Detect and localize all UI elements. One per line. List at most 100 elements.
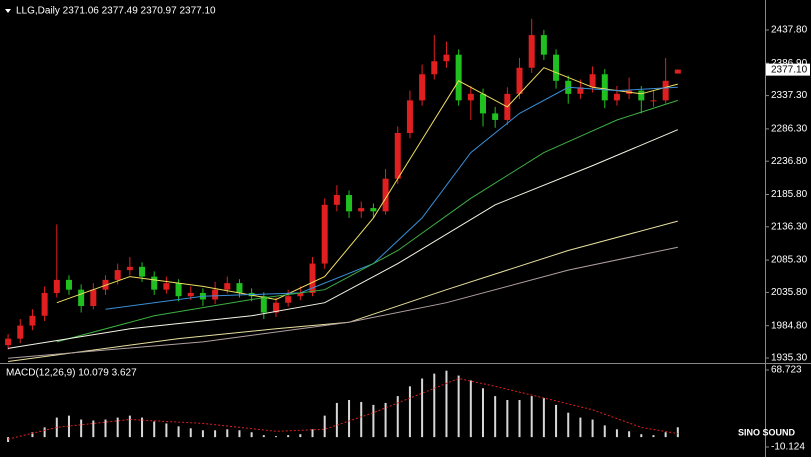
macd-bar	[676, 427, 679, 438]
candle-body	[394, 133, 401, 179]
candle-body	[492, 113, 499, 120]
candle-body	[297, 292, 304, 297]
macd-bar	[481, 388, 484, 438]
candle-body	[455, 54, 462, 101]
chart-title: LLG,Daily 2371.06 2377.49 2370.97 2377.1…	[16, 6, 216, 17]
macd-bar	[262, 435, 265, 438]
macd-bar	[177, 426, 180, 438]
moving-average	[8, 129, 678, 349]
macd-bar	[214, 430, 217, 438]
candle-body	[528, 35, 535, 68]
macd-bar	[104, 419, 107, 438]
candle-body	[65, 279, 72, 290]
macd-bar	[652, 435, 655, 438]
watermark: SINO SOUND	[738, 427, 796, 437]
y-tick-label: 2437.80	[771, 25, 808, 36]
macd-bar	[360, 401, 363, 438]
y-tick-label: 2136.30	[771, 221, 808, 232]
y-tick-label: 1935.30	[771, 353, 808, 364]
candle-body	[467, 93, 474, 101]
candle-body	[333, 195, 340, 205]
candle-body	[516, 67, 523, 94]
y-tick-label: 2236.80	[771, 156, 808, 167]
macd-bar	[274, 436, 277, 438]
candle-body	[163, 283, 170, 290]
candle-body	[577, 87, 584, 94]
macd-bar	[67, 415, 70, 438]
macd-bar	[128, 415, 131, 438]
macd-bar	[189, 428, 192, 438]
macd-bar	[542, 398, 545, 438]
candle-body	[17, 325, 24, 339]
y-tick-label: 2185.80	[771, 189, 808, 200]
candle-body	[382, 178, 389, 212]
candle-body	[674, 69, 681, 74]
macd-bar	[226, 429, 229, 438]
macd-bar	[201, 430, 204, 438]
signal-line	[7, 377, 678, 440]
moving-average	[8, 246, 678, 359]
candle-body	[41, 292, 48, 316]
candle-body	[601, 74, 608, 101]
candle-body	[102, 279, 109, 290]
candle-body	[370, 208, 377, 212]
candle-body	[419, 74, 426, 101]
price-label-box	[766, 63, 810, 76]
candle-body	[212, 289, 219, 300]
macd-bar	[518, 399, 521, 438]
macd-title: MACD(12,26,9) 10.079 3.627	[6, 368, 137, 379]
candle-body	[431, 61, 438, 75]
macd-bar	[579, 417, 582, 438]
macd-bar	[445, 370, 448, 438]
macd-bar	[165, 423, 168, 438]
candle-body	[114, 270, 121, 280]
candle-body	[309, 263, 316, 293]
macd-bar	[323, 415, 326, 438]
candle-body	[5, 338, 12, 346]
candle-body	[260, 296, 267, 313]
macd-bar	[615, 429, 618, 438]
macd-bar	[469, 380, 472, 438]
y-tick-label: 2035.80	[771, 287, 808, 298]
macd-bar	[555, 404, 558, 438]
macd-bar	[238, 430, 241, 438]
candle-body	[78, 289, 85, 306]
menu-arrow	[5, 9, 11, 13]
macd-bar	[494, 396, 497, 438]
candle-body	[443, 54, 450, 62]
candle-body	[175, 283, 182, 297]
candle-body	[236, 283, 243, 293]
macd-bar	[31, 432, 34, 438]
candle-body	[90, 289, 97, 306]
y-tick-label: 2337.30	[771, 90, 808, 101]
y-tick-label: 2286.30	[771, 124, 808, 135]
y-tick-label: 68.723	[771, 365, 802, 376]
macd-bar	[7, 437, 10, 443]
macd-bar	[250, 432, 253, 438]
macd-bar	[603, 425, 606, 438]
macd-bar	[408, 386, 411, 438]
macd-bar	[506, 399, 509, 438]
candle-body	[358, 208, 365, 212]
y-tick-label: 2085.30	[771, 255, 808, 266]
candle-body	[187, 292, 194, 297]
macd-bar	[153, 421, 156, 438]
candle-body	[406, 100, 413, 134]
moving-average	[105, 86, 678, 310]
candle-body	[613, 93, 620, 101]
macd-bar	[433, 373, 436, 438]
macd-bar	[80, 419, 83, 438]
candle-body	[553, 54, 560, 81]
candle-body	[151, 276, 158, 290]
macd-bar	[421, 378, 424, 438]
macd-bar	[384, 402, 387, 438]
candle-body	[650, 100, 657, 102]
macd-bar	[567, 412, 570, 438]
candle-body	[346, 195, 353, 212]
candle-body	[53, 279, 60, 293]
candle-body	[321, 204, 328, 264]
candle-body	[126, 266, 133, 271]
macd-bar	[43, 427, 46, 438]
